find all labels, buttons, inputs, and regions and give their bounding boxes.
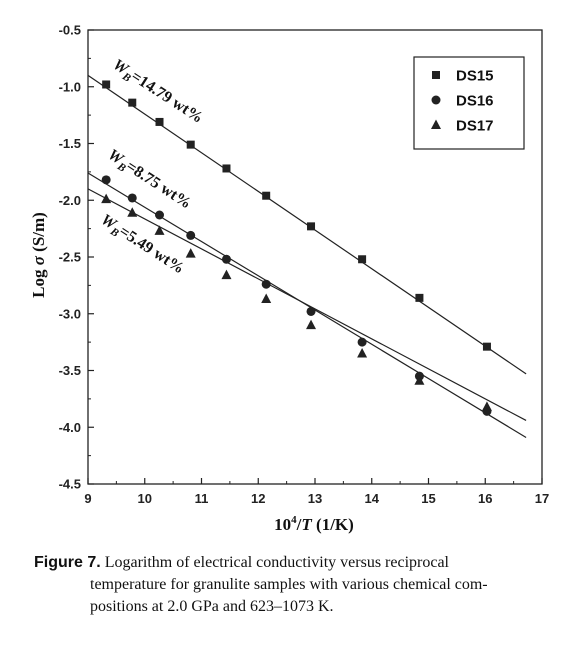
y-tick-label: -0.5 <box>59 23 81 38</box>
y-tick-label: -1.5 <box>59 136 81 151</box>
legend-label-ds15: DS15 <box>456 68 494 85</box>
data-point-ds17 <box>306 319 317 330</box>
data-point-ds15 <box>262 191 271 200</box>
y-tick-label: -2.5 <box>59 250 81 265</box>
data-point-ds15 <box>128 98 137 107</box>
x-axis-title-unit: (1/K) <box>312 515 354 534</box>
data-point-ds17 <box>185 248 196 258</box>
x-axis-title-var: T <box>301 515 312 534</box>
annotation-ds17: WB=5.49 wt% <box>96 211 187 280</box>
y-tick-label: -3.5 <box>59 363 81 378</box>
legend-label-ds17: DS17 <box>456 118 494 135</box>
data-point-ds17 <box>221 269 232 280</box>
data-point-ds17 <box>101 193 112 204</box>
data-point-ds15 <box>482 342 491 351</box>
figure-caption: Figure 7. Logarithm of electrical conduc… <box>34 552 554 618</box>
x-axis-title-sep: / <box>296 515 302 534</box>
y-axis-title: Log σ (S/m) <box>29 212 48 298</box>
data-point-ds16 <box>101 175 111 185</box>
data-point-ds17 <box>261 293 272 303</box>
x-tick-label: 12 <box>251 491 265 506</box>
x-axis-title-main: 10 <box>274 515 291 534</box>
data-point-ds17 <box>357 347 368 358</box>
data-point-ds15 <box>155 117 164 126</box>
data-point-ds17 <box>154 225 165 235</box>
y-tick-label: -4.5 <box>59 477 81 492</box>
x-tick-label: 9 <box>84 491 91 506</box>
x-tick-label: 17 <box>535 491 549 506</box>
data-point-ds16 <box>186 230 196 240</box>
x-axis-title: 104/T (1/K) <box>274 514 354 534</box>
chart-container: 9 10 11 12 13 14 15 16 17 -0.5 -1.0 -1.5 -2.0 -2.5 -3.… <box>29 23 549 535</box>
x-tick-label: 10 <box>138 491 152 506</box>
data-point-ds16 <box>306 306 316 316</box>
data-point-ds16 <box>127 193 137 203</box>
caption-line1: Logarithm of electrical conductivity ver… <box>100 554 449 571</box>
y-tick-label: -3.0 <box>59 306 81 321</box>
data-point-ds15 <box>222 164 231 173</box>
x-tick-label: 13 <box>308 491 322 506</box>
legend-marker-ds17 <box>431 119 441 129</box>
x-tick-label: 11 <box>195 491 209 506</box>
x-tick-label: 15 <box>421 491 435 506</box>
data-point-ds15 <box>102 80 111 89</box>
caption-line2: temperature for granulite samples with v… <box>90 576 488 593</box>
y-axis-title-main: Log <box>29 265 48 298</box>
data-point-ds15 <box>307 222 316 231</box>
y-tick-label: -4.0 <box>59 420 81 435</box>
legend-marker-ds16 <box>431 95 441 105</box>
chart-svg: 9 10 11 12 13 14 15 16 17 -0.5 -1.0 -1.5 -2.0 -2.5 -3.… <box>29 23 549 535</box>
data-point-ds17 <box>127 207 138 217</box>
legend: DS15 DS16 DS17 <box>413 56 525 150</box>
y-tick-label: -1.0 <box>59 79 81 94</box>
y-axis-title-var: σ <box>29 255 48 265</box>
data-point-ds17 <box>414 375 425 385</box>
caption-line3: positions at 2.0 GPa and 623–1073 K. <box>90 598 334 615</box>
legend-label-ds16: DS16 <box>456 93 494 110</box>
data-point-ds15 <box>186 140 195 149</box>
caption-label: Figure 7. <box>34 554 101 571</box>
y-tick-label: -2.0 <box>59 193 81 208</box>
data-point-ds15 <box>415 293 424 302</box>
fit-line-ds17 <box>87 188 527 421</box>
y-axis-title-unit: (S/m) <box>29 212 48 256</box>
legend-marker-ds15 <box>432 71 440 79</box>
data-point-ds17 <box>481 401 492 411</box>
data-point-ds15 <box>358 255 367 264</box>
x-tick-label: 16 <box>478 491 492 506</box>
x-tick-label: 14 <box>365 491 380 506</box>
x-axis-title-sup: 4 <box>291 514 297 526</box>
data-point-ds16 <box>155 210 165 220</box>
data-point-ds16 <box>357 337 367 347</box>
